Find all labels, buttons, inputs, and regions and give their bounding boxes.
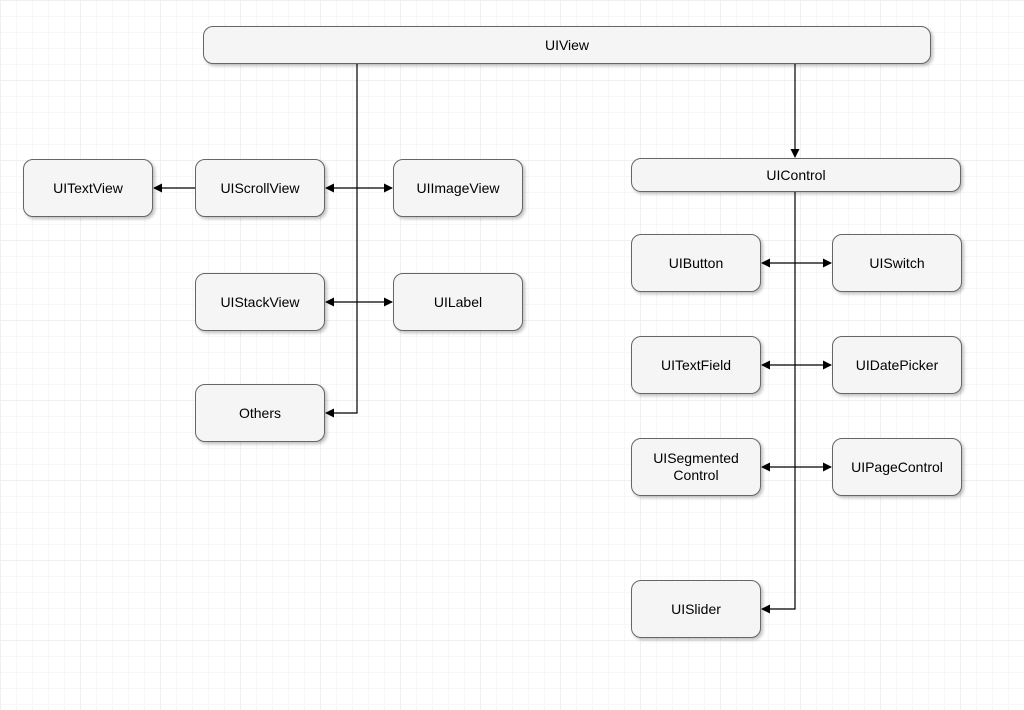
node-others: Others <box>195 384 325 442</box>
node-uitextfield: UITextField <box>631 336 761 394</box>
node-uislider: UISlider <box>631 580 761 638</box>
node-uipagecontrol: UIPageControl <box>832 438 962 496</box>
node-uiview: UIView <box>203 26 931 64</box>
node-uicontrol: UIControl <box>631 158 961 192</box>
node-uiimageview: UIImageView <box>393 159 523 217</box>
node-uilabel: UILabel <box>393 273 523 331</box>
node-uistackview: UIStackView <box>195 273 325 331</box>
node-uidatepicker: UIDatePicker <box>832 336 962 394</box>
node-uiscrollview: UIScrollView <box>195 159 325 217</box>
node-uisegmented: UISegmented Control <box>631 438 761 496</box>
diagram-canvas: UIView UITextView UIScrollView UIImageView U… <box>0 0 1024 710</box>
node-uibutton: UIButton <box>631 234 761 292</box>
node-uiswitch: UISwitch <box>832 234 962 292</box>
node-uitextview: UITextView <box>23 159 153 217</box>
